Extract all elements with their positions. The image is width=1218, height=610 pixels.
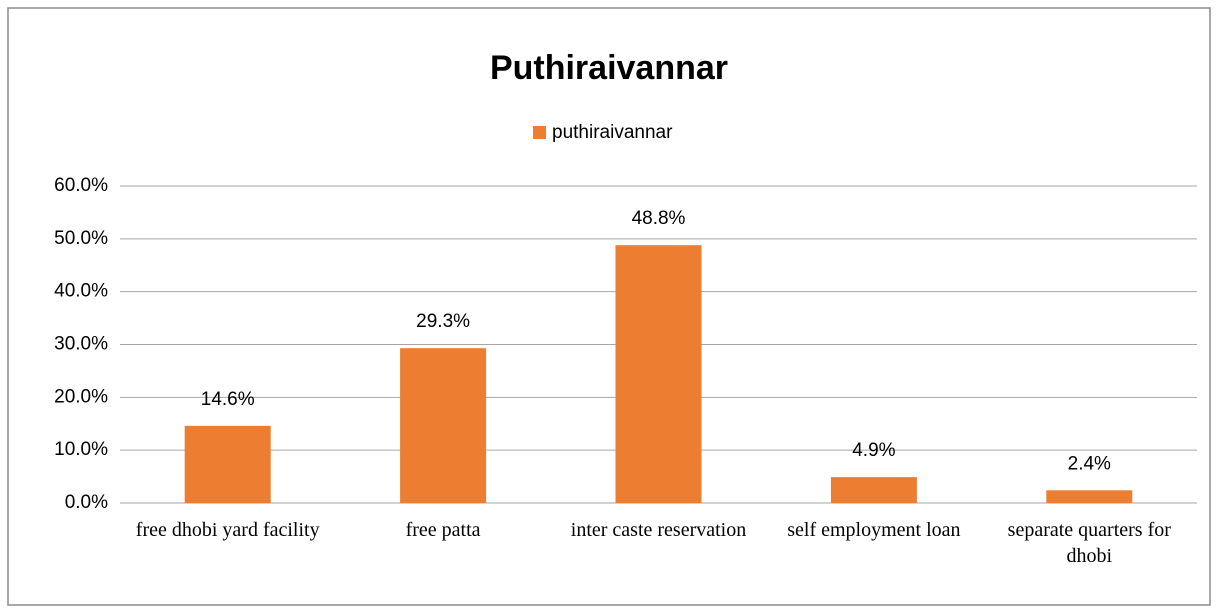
x-tick-label: separate quarters for dhobi [1007,519,1171,567]
y-tick-label: 60.0% [54,175,108,196]
value-label: 2.4% [1068,453,1111,474]
bar [615,245,702,503]
y-tick-label: 40.0% [54,281,108,302]
y-tick-label: 10.0% [54,439,108,460]
x-tick-label: free dhobi yard facility [135,519,320,541]
value-label: 29.3% [416,311,470,332]
chart-title: Puthiraivannar [490,49,728,87]
chart-border [7,7,1211,606]
y-tick-label: 50.0% [54,228,108,249]
x-tick-label: free patta [405,519,481,541]
bar [1046,490,1133,503]
value-label: 14.6% [201,389,255,410]
x-tick-label: inter caste reservation [570,519,747,541]
bar [184,425,271,503]
legend-label: puthiraivannar [552,122,673,143]
y-tick-label: 30.0% [54,334,108,355]
y-tick-label: 0.0% [65,492,108,513]
legend-swatch [533,126,546,139]
bar [400,348,487,503]
value-label: 4.9% [852,440,895,461]
bar [830,477,917,503]
value-label: 48.8% [632,208,686,229]
x-tick-label: self employment loan [787,519,961,541]
y-tick-label: 20.0% [54,386,108,407]
